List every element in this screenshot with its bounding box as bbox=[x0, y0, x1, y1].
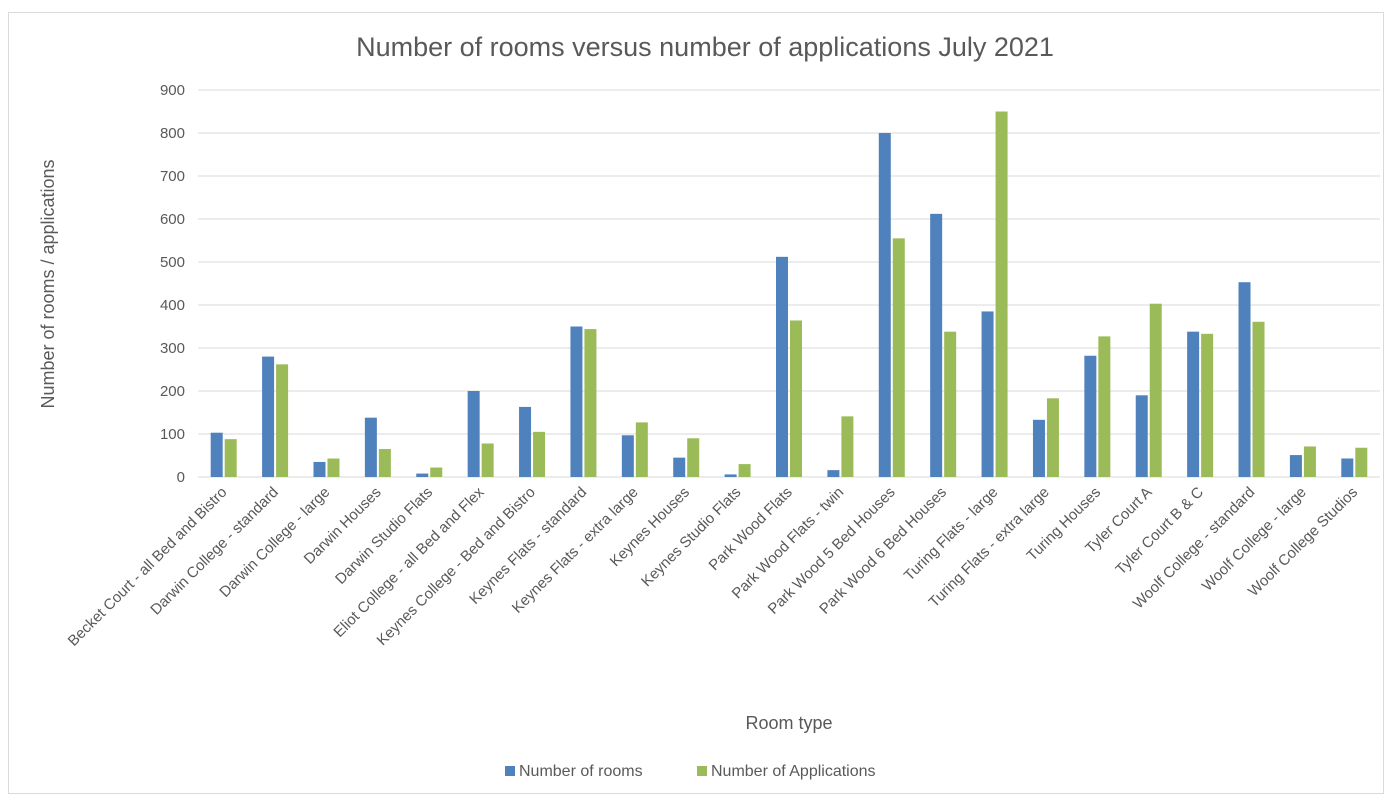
bar-rooms bbox=[1032, 419, 1045, 477]
bar-rooms bbox=[776, 256, 788, 477]
bar-rooms bbox=[981, 311, 994, 477]
bar-applications bbox=[995, 111, 1008, 477]
bar-applications bbox=[1098, 336, 1111, 477]
bars bbox=[210, 111, 1368, 477]
bar-rooms bbox=[519, 406, 532, 477]
bar-rooms bbox=[313, 461, 326, 477]
bar-applications bbox=[944, 331, 957, 477]
bar-rooms bbox=[416, 473, 429, 477]
bar-rooms bbox=[262, 356, 275, 477]
bar-rooms bbox=[1187, 331, 1200, 477]
legend-label: Number of rooms bbox=[519, 763, 643, 780]
y-tick-label: 800 bbox=[160, 125, 185, 142]
x-tick-label: Turing Flats - large bbox=[901, 484, 1002, 585]
bar-applications bbox=[1046, 398, 1059, 477]
bar-rooms bbox=[364, 417, 377, 477]
bar-applications bbox=[790, 320, 802, 477]
y-tick-label: 100 bbox=[160, 426, 185, 443]
bar-rooms bbox=[570, 326, 583, 477]
bar-applications bbox=[430, 467, 443, 477]
bar-applications bbox=[1252, 321, 1265, 477]
bar-rooms bbox=[210, 432, 223, 477]
y-tick-label: 500 bbox=[160, 254, 185, 271]
bar-applications bbox=[276, 364, 289, 477]
y-tick-label: 700 bbox=[160, 168, 185, 185]
y-tick-label: 900 bbox=[160, 82, 185, 99]
bar-applications bbox=[1149, 303, 1162, 477]
y-axis-title: Number of rooms / applications bbox=[38, 159, 58, 408]
bar-applications bbox=[841, 416, 854, 477]
legend-label: Number of Applications bbox=[711, 763, 876, 780]
bar-applications bbox=[1303, 446, 1316, 477]
bar-applications bbox=[533, 431, 546, 477]
bar-rooms bbox=[724, 474, 737, 477]
y-tick-label: 0 bbox=[177, 469, 185, 486]
bar-applications bbox=[378, 449, 391, 477]
y-tick-label: 300 bbox=[160, 340, 185, 357]
bar-rooms bbox=[1341, 458, 1354, 477]
bar-applications bbox=[738, 464, 751, 477]
bar-applications bbox=[687, 438, 700, 477]
bar-rooms bbox=[827, 470, 840, 477]
legend-swatch bbox=[505, 766, 515, 776]
bar-applications bbox=[635, 422, 648, 477]
legend: Number of rooms Number of Applications bbox=[505, 763, 876, 780]
x-tick-label: Darwin Studio Flats bbox=[332, 484, 436, 588]
bar-rooms bbox=[1135, 395, 1148, 477]
x-tick-label: Keynes Studio Flats bbox=[638, 484, 744, 590]
x-axis-title: Room type bbox=[745, 713, 832, 733]
y-tick-label: 200 bbox=[160, 383, 185, 400]
bar-rooms bbox=[1084, 355, 1097, 477]
gridlines bbox=[198, 89, 1380, 478]
legend-swatch bbox=[697, 766, 707, 776]
bar-applications bbox=[481, 443, 494, 477]
y-tick-label: 400 bbox=[160, 297, 185, 314]
bar-applications bbox=[224, 439, 237, 477]
y-tick-labels: 0 100 200 300 400 500 600 700 800 900 bbox=[160, 82, 185, 486]
x-tick-label: Tyler Court B & C bbox=[1112, 484, 1207, 579]
bar-applications bbox=[584, 329, 597, 477]
bar-rooms bbox=[621, 435, 634, 477]
chart-title: Number of rooms versus number of applica… bbox=[356, 32, 1054, 62]
y-tick-label: 600 bbox=[160, 211, 185, 228]
bar-rooms bbox=[930, 213, 943, 477]
bar-rooms bbox=[878, 133, 891, 477]
x-tick-labels: Becket Court - all Bed and BistroDarwin … bbox=[65, 483, 1362, 649]
bar-applications bbox=[1201, 333, 1214, 477]
bar-applications bbox=[1355, 447, 1368, 477]
bar-applications bbox=[892, 238, 905, 477]
bar-rooms bbox=[1289, 455, 1302, 477]
bar-rooms bbox=[1238, 282, 1251, 477]
bar-applications bbox=[327, 458, 340, 477]
bar-rooms bbox=[673, 457, 686, 477]
bar-rooms bbox=[467, 391, 480, 477]
